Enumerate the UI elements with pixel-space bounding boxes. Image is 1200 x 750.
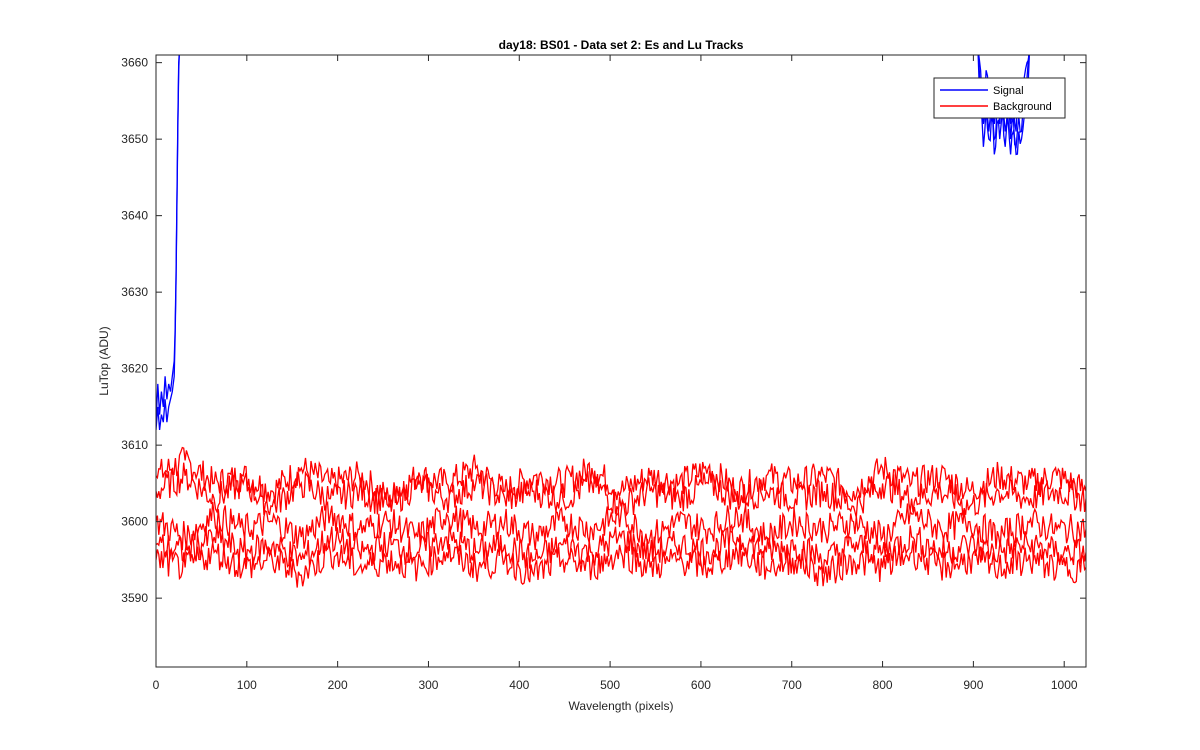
plot-area — [156, 55, 1086, 667]
plot-frame — [155, 54, 1087, 668]
x-tick-label: 300 — [418, 678, 438, 692]
chart-title: day18: BS01 - Data set 2: Es and Lu Trac… — [499, 38, 744, 52]
y-tick-label: 3640 — [121, 209, 148, 223]
series-line-background — [156, 446, 1086, 508]
x-tick-label: 100 — [237, 678, 257, 692]
series-line-background — [156, 523, 1086, 574]
y-tick-label: 3650 — [121, 132, 148, 146]
y-axis-label: LuTop (ADU) — [97, 326, 111, 395]
x-tick-label: 700 — [782, 678, 802, 692]
x-tick-label: 0 — [153, 678, 160, 692]
y-tick-label: 3630 — [121, 285, 148, 299]
legend-box — [933, 77, 1066, 119]
legend-background-label: Background — [993, 101, 1052, 113]
series-line-background — [156, 538, 1086, 588]
y-tick-label: 3600 — [121, 515, 148, 529]
y-axis: 3590 3600 3610 3620 3630 3640 3650 3660 — [121, 56, 1086, 605]
x-axis: 0 100 200 300 400 500 600 700 800 900 1000 — [153, 55, 1078, 692]
legend: Signal Background — [933, 77, 1066, 119]
x-tick-label: 800 — [873, 678, 893, 692]
x-tick-label: 200 — [328, 678, 348, 692]
y-tick-label: 3610 — [121, 438, 148, 452]
y-tick-label: 3590 — [121, 591, 148, 605]
y-tick-label: 3660 — [121, 56, 148, 70]
series-line-background — [156, 462, 1086, 518]
series-line-background — [156, 500, 1086, 551]
x-tick-label: 900 — [963, 678, 983, 692]
y-tick-label: 3620 — [121, 362, 148, 376]
x-tick-label: 1000 — [1051, 678, 1078, 692]
x-tick-label: 600 — [691, 678, 711, 692]
legend-signal-label: Signal — [993, 85, 1024, 97]
x-tick-label: 400 — [509, 678, 529, 692]
x-axis-label: Wavelength (pixels) — [569, 699, 674, 713]
x-tick-label: 500 — [600, 678, 620, 692]
series-line-signal — [156, 55, 180, 430]
